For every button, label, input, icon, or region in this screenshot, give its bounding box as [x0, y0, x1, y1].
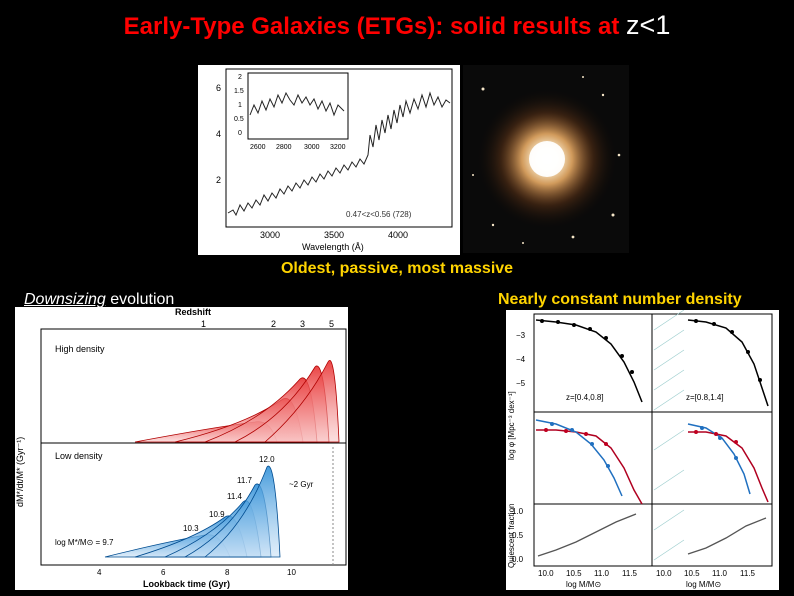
redshift-label: Redshift [175, 307, 211, 317]
mf-ytick-top: −4 [516, 355, 526, 364]
z-label-left: z=[0.4,0.8] [566, 393, 604, 402]
caption-downsizing-rest: evolution [105, 291, 175, 308]
mass-value: 10.3 [183, 524, 199, 533]
mf-quiescent-left [536, 429, 643, 505]
spectrum-xtick: 4000 [388, 230, 408, 240]
mf-ytick-top: −5 [516, 379, 526, 388]
downsizing-xlabel: Lookback time (Gyr) [143, 579, 230, 589]
redshift-tick: 1 [201, 319, 206, 329]
spectrum-ytick: 6 [216, 83, 221, 93]
inset-ytick: 0.5 [234, 116, 244, 123]
mf-ylabel-bottom: Quiescent fraction [507, 504, 516, 568]
qf-left [537, 513, 637, 557]
inset-ytick: 0 [238, 130, 242, 137]
spectrum-ytick: 2 [216, 175, 221, 185]
mf-xtick: 11.5 [740, 569, 756, 578]
inset-xtick: 3000 [304, 144, 320, 151]
caption-oldest-passive: Oldest, passive, most massive [280, 260, 514, 277]
inset-ytick: 1.5 [234, 88, 244, 95]
slide-title-redshift: z<1 [626, 10, 671, 40]
inset-ytick: 2 [238, 74, 242, 81]
downsizing-xtick: 6 [161, 568, 166, 577]
spectrum-xlabel: Wavelength (Å) [302, 242, 364, 252]
spectrum-line [227, 91, 451, 217]
mf-xtick: 10.0 [538, 569, 554, 578]
galaxy-image [463, 65, 629, 253]
downsizing-xtick: 10 [287, 568, 296, 577]
mf-all-right [687, 319, 769, 407]
delay-label: ~2 Gyr [289, 480, 314, 489]
mf-ytick-bot: 0.0 [512, 555, 524, 564]
spectrum-figure: 2600 2800 3000 3200 2 1.5 1 0.5 0 6 4 2 … [198, 65, 460, 255]
slide-title: Early-Type Galaxies (ETGs): solid result… [0, 10, 794, 41]
mf-ytick-bot: 0.5 [512, 531, 524, 540]
low-density-label: Low density [55, 451, 103, 461]
mf-ylabel-top: log φ [Mpc⁻³ dex⁻¹] [507, 391, 516, 460]
high-density-label: High density [55, 344, 105, 354]
caption-number-density: Nearly constant number density [498, 291, 742, 308]
mf-xtick: 10.5 [566, 569, 582, 578]
downsizing-xtick: 4 [97, 568, 102, 577]
mf-xtick: 11.0 [594, 569, 610, 578]
downsizing-ylabel: dM*/dt/M* (Gyr⁻¹) [15, 437, 25, 507]
massfunction-figure: z=[0.4,0.8] z=[0.8,1.4] −3 −4 −5 1.0 0.5… [506, 310, 779, 590]
mass-value: 12.0 [259, 455, 275, 464]
z-label-right: z=[0.8,1.4] [686, 393, 724, 402]
mass-value: 10.9 [209, 510, 225, 519]
mass-value: 11.7 [237, 476, 253, 485]
inset-xtick: 2600 [250, 144, 266, 151]
redshift-tick: 2 [271, 319, 276, 329]
spectrum-xtick: 3000 [260, 230, 280, 240]
redshift-tick: 3 [300, 319, 305, 329]
mf-ytick-bot: 1.0 [512, 507, 524, 516]
mf-xlabel: log M/M⊙ [686, 580, 721, 589]
spectrum-xtick: 3500 [324, 230, 344, 240]
inset-ytick: 1 [238, 102, 242, 109]
caption-downsizing: Downsizing evolution [24, 291, 174, 309]
mf-xtick: 10.5 [684, 569, 700, 578]
mf-xtick: 11.0 [712, 569, 728, 578]
qf-right [687, 517, 767, 555]
redshift-tick: 5 [329, 319, 334, 329]
mf-xtick: 10.0 [656, 569, 672, 578]
mf-xlabel: log M/M⊙ [566, 580, 601, 589]
mf-ytick-top: −3 [516, 331, 526, 340]
mass-label: log M*/M⊙ = 9.7 [55, 538, 114, 547]
inset-xtick: 2800 [276, 144, 292, 151]
caption-downsizing-emphasis: Downsizing [24, 291, 106, 308]
downsizing-xtick: 8 [225, 568, 230, 577]
mass-value: 11.4 [227, 492, 243, 501]
mf-xtick: 11.5 [622, 569, 638, 578]
spectrum-annotation: 0.47<z<0.56 (728) [346, 210, 412, 219]
spectrum-ytick: 4 [216, 129, 221, 139]
inset-spectrum-line [249, 91, 345, 117]
downsizing-figure: Redshift 1 2 3 5 High density Low densit… [15, 307, 348, 590]
inset-xtick: 3200 [330, 144, 346, 151]
slide-title-text: Early-Type Galaxies (ETGs): solid result… [123, 13, 627, 40]
mf-quiescent-right [688, 431, 769, 503]
